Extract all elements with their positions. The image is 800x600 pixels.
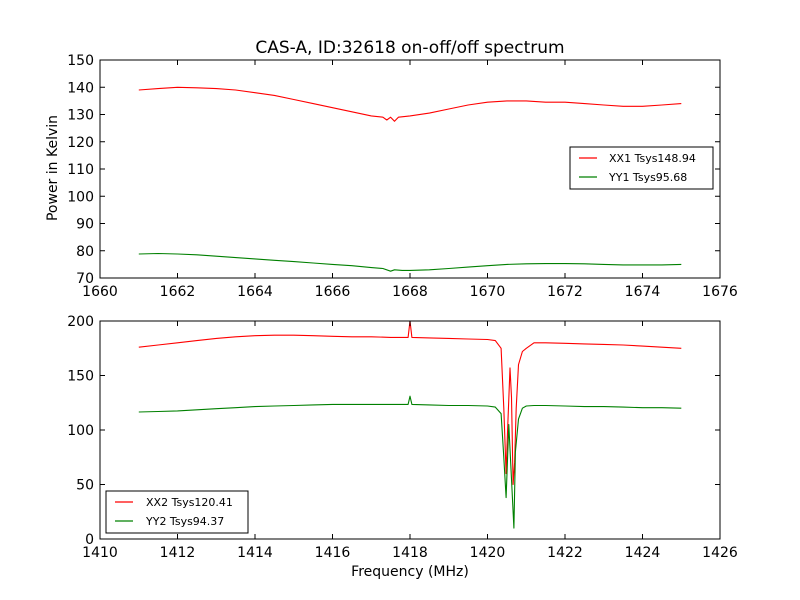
bottom-legend: XX2 Tsys120.41 YY2 Tsys94.37 [105,490,249,534]
legend-label-xx2: XX2 Tsys120.41 [146,496,233,509]
top-series-line-1 [138,252,682,272]
bottom-legend-box [105,490,249,534]
bottom-y-tick-label: 100 [67,423,94,439]
top-y-tick-label: 140 [67,80,94,96]
bottom-series-line-0 [138,320,682,486]
top-x-tick-label: 1668 [392,284,428,300]
top-y-tick-label: 130 [67,108,94,124]
bottom-subplot: 1410 1412 1414 1416 1418 1420 1422 1424 1426 0 50 1… [67,314,738,580]
bottom-x-tick-label: 1426 [702,545,738,561]
top-x-tick-label: 1664 [237,284,273,300]
bottom-series-group [138,320,682,529]
top-y-tick-label: 70 [76,271,94,287]
top-x-tick-label: 1662 [160,284,196,300]
bottom-y-tick-label: 150 [67,369,94,385]
top-y-tick-label: 150 [67,53,94,69]
bottom-x-tick-label: 1410 [82,545,118,561]
bottom-x-tick-label: 1420 [470,545,506,561]
bottom-x-tick-label: 1414 [237,545,273,561]
top-subplot: CAS-A, ID:32618 on-off/off spectrum Powe… [45,38,738,300]
top-x-tick-label: 1676 [702,284,738,300]
bottom-x-tick-label: 1424 [625,545,661,561]
top-y-tick-label: 110 [67,162,94,178]
top-y-tick-label: 120 [67,135,94,151]
top-legend: XX1 Tsys148.94 YY1 Tsys95.68 [569,146,714,190]
top-x-tick-label: 1672 [547,284,583,300]
legend-label-xx1: XX1 Tsys148.94 [609,152,696,165]
bottom-y-tick-label: 200 [67,314,94,330]
bottom-y-tick-label: 50 [76,478,94,494]
top-y-tick-label: 100 [67,189,94,205]
top-x-tick-label: 1666 [315,284,351,300]
top-legend-box [569,146,714,190]
x-axis-label: Frequency (MHz) [351,564,469,580]
top-y-tick-label: 80 [76,244,94,260]
bottom-x-tick-label: 1422 [547,545,583,561]
legend-label-yy1: YY1 Tsys95.68 [608,171,687,184]
bottom-y-tick-label: 0 [85,532,94,548]
top-ticks-group: 1660 1662 1664 1666 1668 1670 1672 1674 1676 70 80… [67,53,738,300]
top-y-tick-label: 90 [76,217,94,233]
top-series-line-0 [138,86,682,122]
bottom-series-line-1 [138,395,682,529]
y-axis-label: Power in Kelvin [45,115,61,221]
legend-label-yy2: YY2 Tsys94.37 [145,515,224,528]
chart-title: CAS-A, ID:32618 on-off/off spectrum [255,38,564,58]
bottom-x-tick-label: 1418 [392,545,428,561]
bottom-x-tick-label: 1412 [160,545,196,561]
bottom-ticks-group: 1410 1412 1414 1416 1418 1420 1422 1424 1426 0 50 1… [67,314,738,561]
top-series-group [138,86,682,272]
top-x-tick-label: 1674 [625,284,661,300]
top-x-tick-label: 1660 [82,284,118,300]
top-x-tick-label: 1670 [470,284,506,300]
bottom-x-tick-label: 1416 [315,545,351,561]
